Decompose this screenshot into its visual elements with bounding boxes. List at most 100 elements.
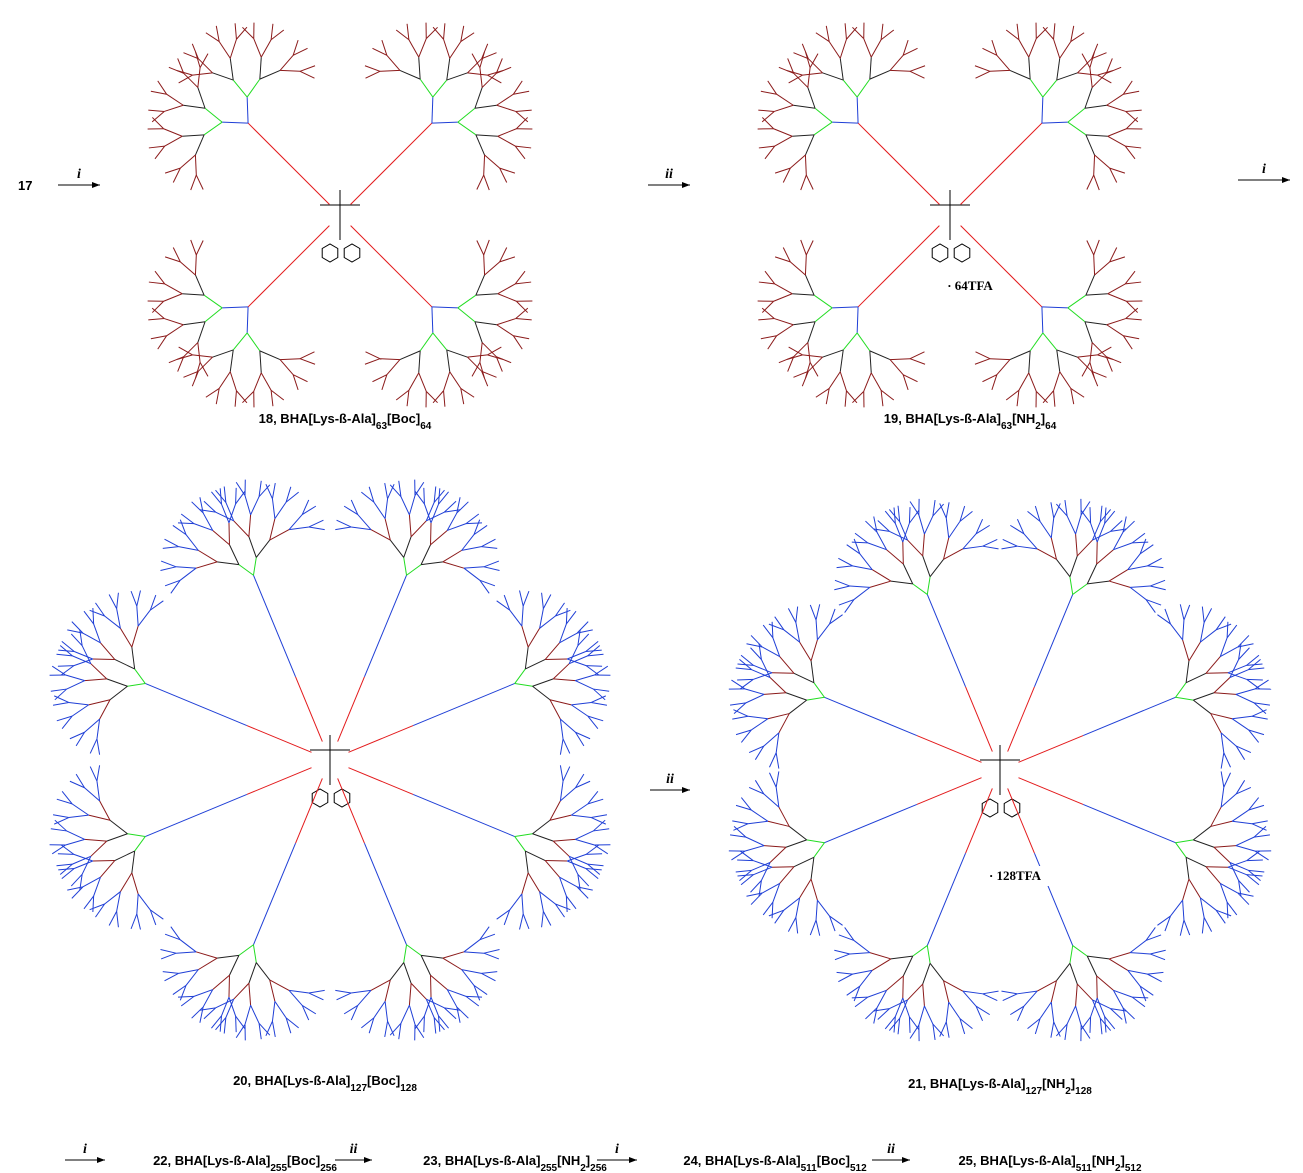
bond [1086,135,1108,136]
bond [550,801,560,820]
bond [1054,1022,1061,1037]
bond [891,956,913,959]
bond [409,40,419,57]
bond [510,894,522,910]
bond [1087,241,1094,255]
bond [419,39,427,58]
bond [1247,875,1263,876]
bond [838,974,852,982]
bond [513,91,529,94]
bond [461,388,464,404]
bond [1224,753,1231,768]
bond [881,30,894,40]
bond [90,739,97,754]
bond [1126,308,1138,318]
bond [575,675,594,681]
bond [230,58,233,80]
bond [484,175,490,190]
label-text: [Boc] [287,1153,320,1168]
bond [100,643,114,660]
bond [764,794,779,807]
bond [1221,753,1224,769]
bond [786,693,807,700]
bond [810,605,816,620]
bond [890,55,903,70]
bond [482,73,496,87]
bond [497,94,514,105]
bond [409,496,415,515]
bond [1247,851,1260,861]
bond [770,847,786,862]
subscript: 256 [590,1163,607,1173]
bond [1211,714,1232,719]
bond [67,681,85,689]
bond [247,307,248,333]
bond [200,54,208,68]
bond [1184,605,1190,620]
bond [1109,581,1130,587]
bond [843,333,857,350]
bond [789,347,803,355]
bond [1051,502,1054,518]
bond [759,282,775,284]
bond [1054,39,1060,58]
bond [476,135,498,136]
bond [763,902,773,915]
bond [249,515,251,537]
bond [591,818,606,825]
bond [484,567,500,571]
bond [253,575,295,677]
bond [946,1002,948,1022]
bond [480,343,482,363]
bond [387,55,400,70]
bond [1076,1006,1082,1025]
reagent-label: i [77,167,81,182]
bond [1221,771,1224,787]
compound-label: 19, BHA[Lys-ß-Ala]63[NH2]64 [884,411,1057,432]
bond [432,97,433,123]
bond [854,587,870,599]
bond [270,519,275,540]
compound-label: 22, BHA[Lys-ß-Ala]255[Boc]256 [153,1153,337,1173]
bond [135,837,146,852]
bond [242,27,253,38]
compound-label: 18, BHA[Lys-ß-Ala]63[Boc]64 [259,411,432,432]
bond [963,991,983,994]
bond [1109,953,1130,959]
bond [1125,146,1141,148]
bond [193,355,213,357]
bond [751,719,768,730]
bond [198,59,212,73]
bond [261,373,271,390]
bond [835,580,850,586]
bond [1051,538,1056,559]
bond [271,30,284,40]
bond [401,1005,409,1023]
bond [553,839,575,841]
bond [768,714,789,719]
bond [765,146,775,159]
bond [137,914,141,930]
subscript: 128 [400,1083,417,1094]
bond [1176,840,1194,843]
bond [338,677,365,742]
bond [1057,58,1060,80]
bond [855,533,868,543]
bond [388,1021,395,1036]
bond [432,307,458,308]
bond [1036,27,1047,38]
bond [1068,108,1085,122]
bond [591,815,607,818]
bond [165,136,182,146]
bond [885,511,895,523]
bond [808,322,815,343]
bond [1037,981,1056,991]
bond [1043,391,1053,403]
bond [515,146,531,148]
bond [365,359,380,365]
bond [191,240,197,255]
bond [364,575,406,677]
bond [464,940,480,952]
bond [770,678,786,693]
bond [586,845,599,855]
